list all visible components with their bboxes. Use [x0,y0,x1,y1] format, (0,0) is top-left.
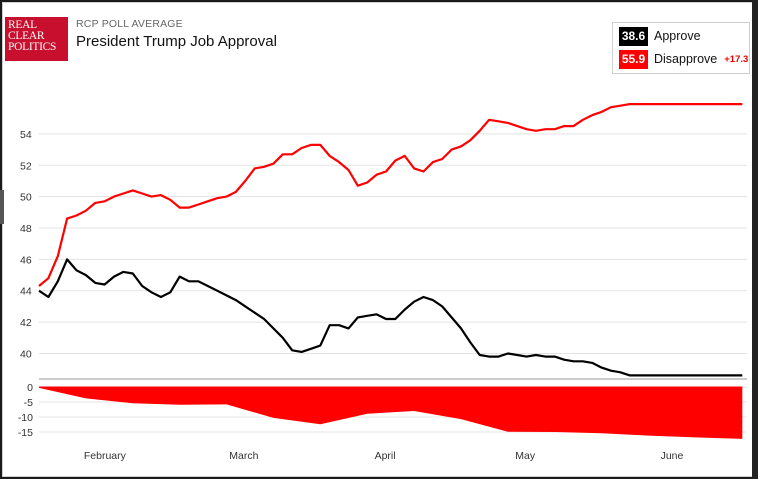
x-month-label: April [375,450,396,462]
legend-approve[interactable]: 38.6 Approve [619,26,701,46]
disapprove-label: Disapprove [654,52,718,66]
chart-kicker: RCP POLL AVERAGE [76,18,183,30]
window-edge [752,0,758,479]
approve-label: Approve [654,29,701,43]
chart-title: President Trump Job Approval [76,33,277,50]
y-tick-label: 44 [20,286,32,298]
approve-value: 38.6 [619,26,648,46]
chart-header: REAL CLEAR POLITICS RCP POLL AVERAGE Pre… [3,3,755,75]
legend: 38.6 Approve 55.9 Disapprove +17.3 [612,22,750,74]
y-tick-label: 40 [20,348,32,360]
x-month-label: May [515,450,536,462]
y-tick-label: 42 [20,317,32,329]
y-tick-label: 52 [20,160,32,172]
spread-area [39,387,743,439]
resize-handle[interactable] [0,190,4,224]
y-tick-label: 54 [20,129,32,141]
spread-tick-label: -15 [18,427,33,439]
x-month-label: June [661,450,684,462]
logo-line-1: REAL [8,19,37,31]
x-month-label: February [84,450,127,462]
legend-disapprove[interactable]: 55.9 Disapprove +17.3 [619,49,748,69]
spread-tick-label: 0 [27,382,33,394]
y-tick-label: 48 [20,223,32,235]
spread-value: +17.3 [724,53,749,65]
chart-svg[interactable]: 40 42 44 46 48 50 52 54 0 -5 -10 -15 February March Ap… [3,77,755,469]
disapprove-line [38,103,743,287]
approve-line [38,258,743,377]
disapprove-value: 55.9 [619,49,648,69]
logo-line-2: CLEAR [8,30,45,42]
logo-line-3: POLITICS [8,41,57,53]
rcp-logo[interactable]: REAL CLEAR POLITICS [5,17,68,61]
y-tick-label: 46 [20,254,32,266]
plot-area: 40 42 44 46 48 50 52 54 0 -5 -10 -15 February March Ap… [3,77,755,469]
spread-tick-label: -5 [24,397,33,409]
x-month-label: March [229,450,258,462]
spread-tick-label: -10 [18,412,33,424]
y-tick-label: 50 [20,192,32,204]
